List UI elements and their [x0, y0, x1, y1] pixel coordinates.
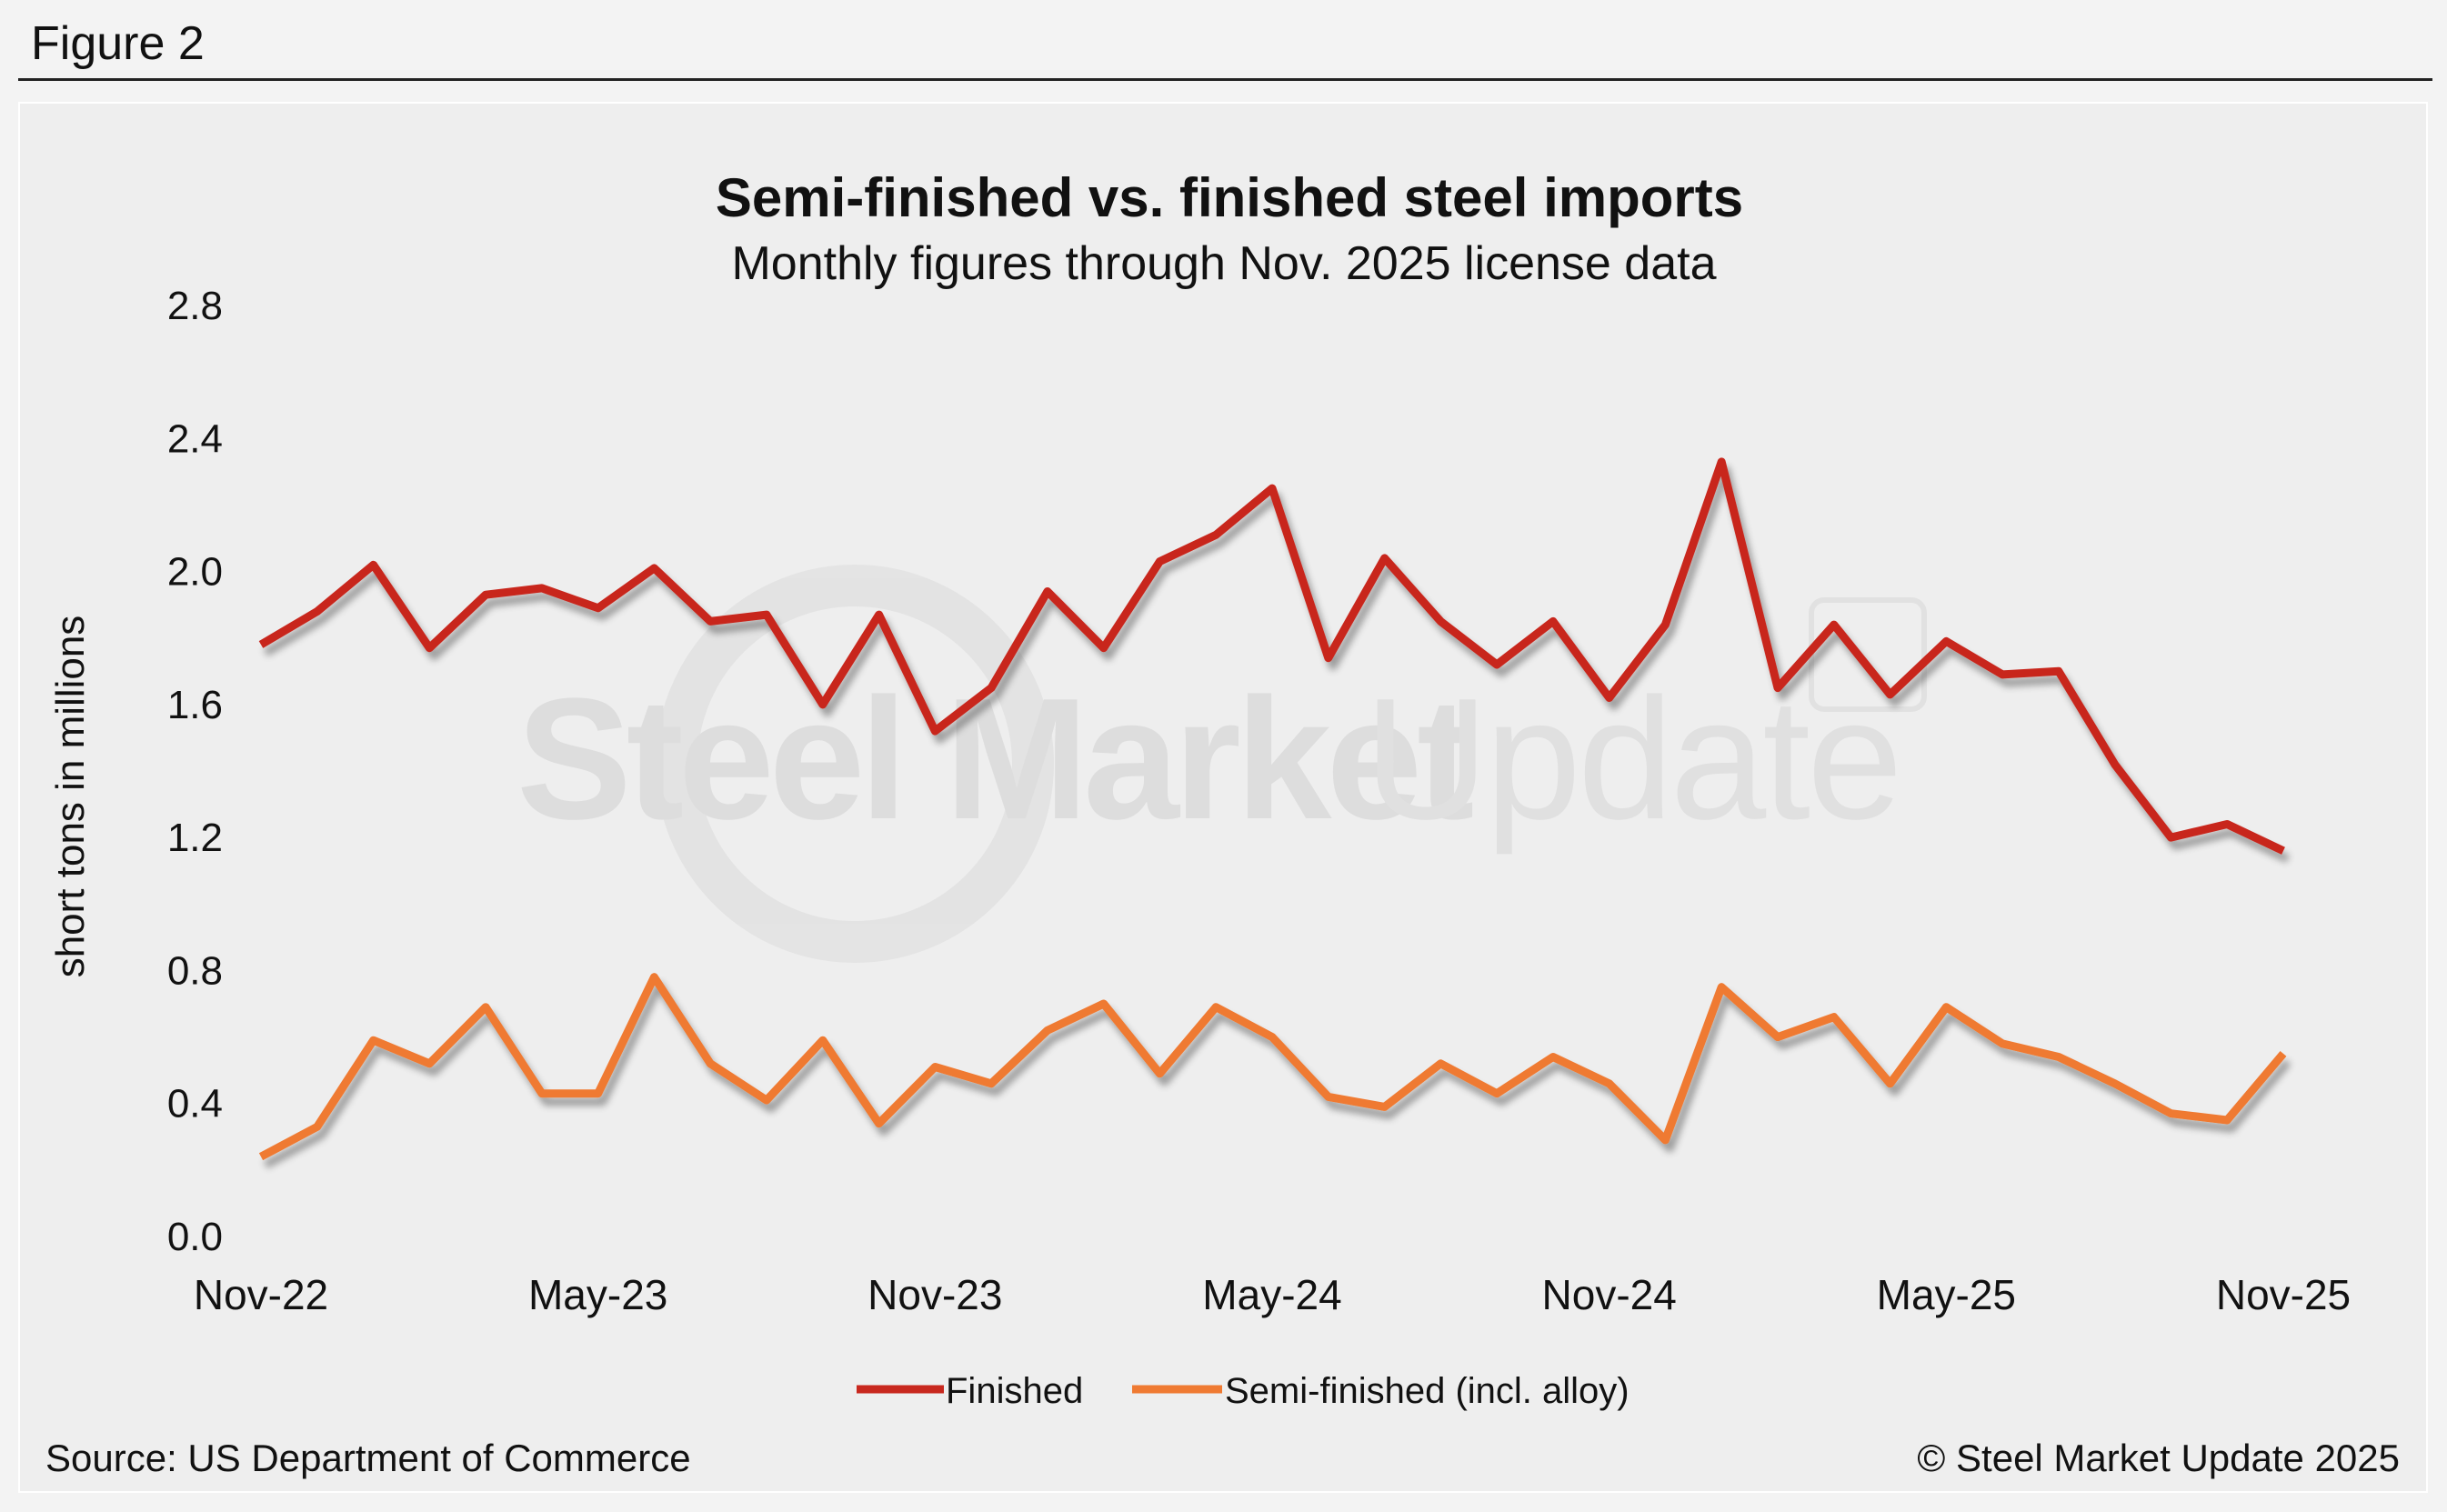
y-tick-label: 0.4	[167, 1082, 223, 1126]
series-layer	[258, 457, 2287, 1161]
series-line-semi	[258, 973, 2287, 1161]
y-tick-label: 0.0	[167, 1215, 223, 1259]
watermark-globe-icon	[656, 565, 1054, 963]
legend: Finished Semi-finished (incl. alloy)	[857, 1371, 1630, 1411]
y-tick-label: 2.8	[167, 284, 223, 328]
x-axis-ticks: Nov-22 May-23 Nov-23 May-24 Nov-24 May-25 Nov-…	[194, 1271, 2351, 1318]
legend-label-semi: Semi-finished (incl. alloy)	[1225, 1371, 1630, 1411]
x-tick-label: May-24	[1202, 1271, 1341, 1318]
x-tick-label: May-25	[1877, 1271, 2016, 1318]
chart-title: Semi-finished vs. finished steel imports	[716, 167, 1743, 228]
watermark-text-light: Update	[1364, 663, 1900, 856]
watermark: Steel Market Update	[516, 565, 1927, 963]
watermark-text-bold: Steel Market	[516, 663, 1472, 856]
source-note: Source: US Department of Commerce	[45, 1437, 691, 1479]
y-tick-label: 1.2	[167, 816, 223, 860]
top-rule-divider	[18, 78, 2432, 81]
legend-label-finished: Finished	[946, 1371, 1083, 1411]
y-tick-label: 2.4	[167, 416, 223, 461]
figure-label: Figure 2	[31, 17, 205, 70]
y-axis-label: short tons in millions	[48, 616, 93, 978]
x-tick-label: Nov-22	[194, 1271, 328, 1318]
series-line-finished	[258, 457, 2285, 855]
y-tick-label: 2.0	[167, 550, 223, 595]
x-tick-label: Nov-25	[2216, 1271, 2351, 1318]
y-tick-label: 1.6	[167, 683, 223, 727]
y-tick-label: 0.8	[167, 948, 223, 993]
y-axis-ticks: 0.0 0.4 0.8 1.2 1.6 2.0 2.4 2.8	[167, 284, 223, 1259]
chart-panel	[18, 102, 2428, 1493]
chart-subtitle: Monthly figures through Nov. 2025 licens…	[731, 237, 1716, 290]
copyright-note: © Steel Market Update 2025	[1917, 1437, 2400, 1479]
x-tick-label: May-23	[528, 1271, 667, 1318]
x-tick-label: Nov-23	[867, 1271, 1002, 1318]
x-tick-label: Nov-24	[1542, 1271, 1677, 1318]
